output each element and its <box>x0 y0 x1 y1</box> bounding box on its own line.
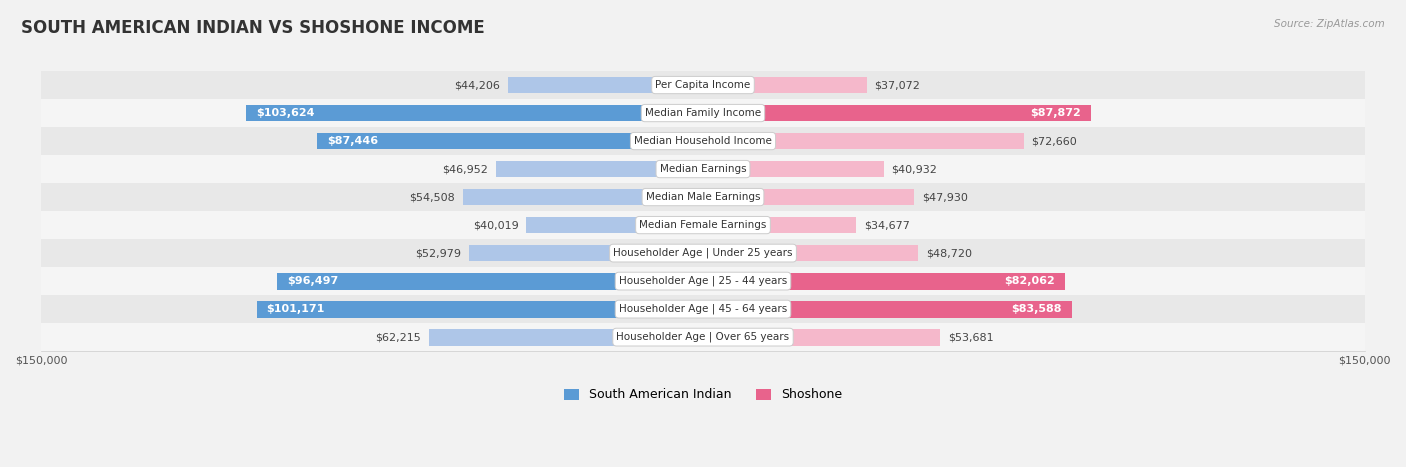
Text: $47,930: $47,930 <box>922 192 969 202</box>
Bar <box>41 267 1365 295</box>
Text: $87,446: $87,446 <box>328 136 378 146</box>
Text: Median Earnings: Median Earnings <box>659 164 747 174</box>
Bar <box>318 133 703 149</box>
Text: Householder Age | 25 - 44 years: Householder Age | 25 - 44 years <box>619 276 787 286</box>
Text: $83,588: $83,588 <box>1011 304 1062 314</box>
Text: $96,497: $96,497 <box>287 276 339 286</box>
Bar <box>703 189 914 205</box>
Text: $34,677: $34,677 <box>863 220 910 230</box>
Bar <box>41 239 1365 267</box>
Bar <box>257 301 703 318</box>
Text: Median Male Earnings: Median Male Earnings <box>645 192 761 202</box>
Bar <box>41 71 1365 99</box>
Bar <box>703 77 866 93</box>
Bar <box>429 329 703 346</box>
Text: Median Family Income: Median Family Income <box>645 108 761 118</box>
Bar <box>463 189 703 205</box>
Bar <box>703 133 1024 149</box>
Text: $72,660: $72,660 <box>1032 136 1077 146</box>
Text: $48,720: $48,720 <box>927 248 972 258</box>
Bar <box>277 273 703 290</box>
Text: $54,508: $54,508 <box>409 192 454 202</box>
Text: Householder Age | Over 65 years: Householder Age | Over 65 years <box>616 332 790 342</box>
Bar <box>41 99 1365 127</box>
Bar <box>41 183 1365 211</box>
Text: $37,072: $37,072 <box>875 80 921 90</box>
Text: Per Capita Income: Per Capita Income <box>655 80 751 90</box>
Bar <box>41 211 1365 239</box>
Bar <box>41 127 1365 155</box>
Text: $82,062: $82,062 <box>1004 276 1054 286</box>
Bar <box>526 217 703 234</box>
Text: Source: ZipAtlas.com: Source: ZipAtlas.com <box>1274 19 1385 28</box>
Bar <box>703 273 1064 290</box>
Bar <box>496 161 703 177</box>
Text: SOUTH AMERICAN INDIAN VS SHOSHONE INCOME: SOUTH AMERICAN INDIAN VS SHOSHONE INCOME <box>21 19 485 37</box>
Legend: South American Indian, Shoshone: South American Indian, Shoshone <box>558 383 848 406</box>
Text: $87,872: $87,872 <box>1031 108 1081 118</box>
Bar <box>246 105 703 121</box>
Bar <box>508 77 703 93</box>
Bar <box>41 295 1365 323</box>
Text: $52,979: $52,979 <box>415 248 461 258</box>
Text: Median Household Income: Median Household Income <box>634 136 772 146</box>
Text: $62,215: $62,215 <box>375 332 420 342</box>
Bar <box>703 329 939 346</box>
Text: $103,624: $103,624 <box>256 108 315 118</box>
Bar <box>703 301 1071 318</box>
Bar <box>470 245 703 262</box>
Bar <box>703 245 918 262</box>
Bar <box>41 323 1365 351</box>
Bar <box>41 155 1365 183</box>
Text: Median Female Earnings: Median Female Earnings <box>640 220 766 230</box>
Text: $44,206: $44,206 <box>454 80 501 90</box>
Text: Householder Age | Under 25 years: Householder Age | Under 25 years <box>613 248 793 258</box>
Bar <box>703 161 883 177</box>
Text: $40,932: $40,932 <box>891 164 938 174</box>
Text: $101,171: $101,171 <box>267 304 325 314</box>
Text: Householder Age | 45 - 64 years: Householder Age | 45 - 64 years <box>619 304 787 314</box>
Bar <box>703 217 856 234</box>
Text: $53,681: $53,681 <box>948 332 994 342</box>
Bar <box>703 105 1091 121</box>
Text: $40,019: $40,019 <box>472 220 519 230</box>
Text: $46,952: $46,952 <box>441 164 488 174</box>
